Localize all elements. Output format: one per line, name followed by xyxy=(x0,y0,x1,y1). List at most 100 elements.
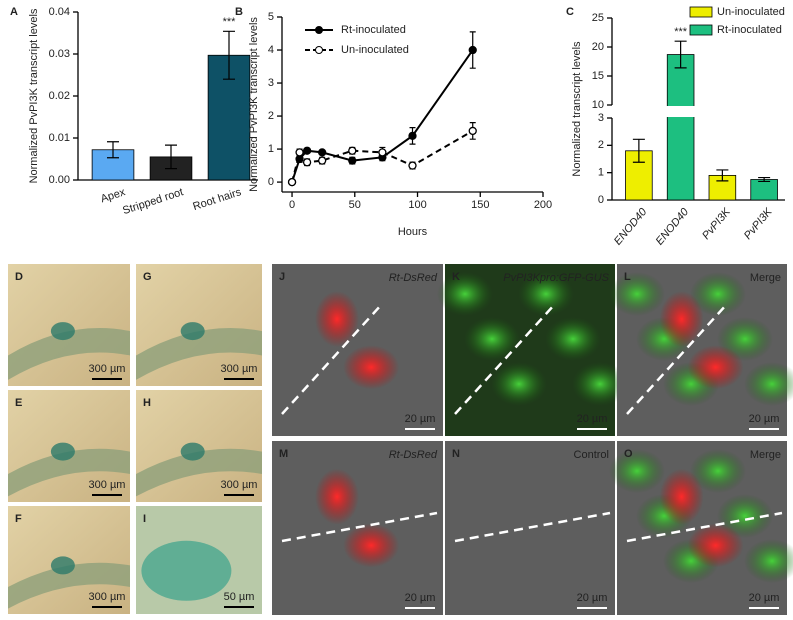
root-shape xyxy=(136,328,262,380)
image-panel: M Rt-DsRed 20 µm xyxy=(272,441,443,615)
scale-bar-label: 20 µm xyxy=(577,592,608,604)
y-axis-label: Normalized PvPI3K transcript levels xyxy=(248,17,260,192)
x-tick-label: ENOD40 xyxy=(612,205,650,247)
panel-caption: Rt-DsRed xyxy=(389,449,438,461)
y-tick-label: 0 xyxy=(598,194,604,206)
y-tick-label: 0.04 xyxy=(49,6,70,18)
marker xyxy=(378,148,387,157)
x-tick-label: 150 xyxy=(471,199,489,211)
gfp-signal xyxy=(491,362,547,406)
scale-bar-label: 20 µm xyxy=(749,592,780,604)
y-tick-label: 2 xyxy=(598,139,604,151)
image-panel: H 300 µm xyxy=(136,390,262,502)
marker xyxy=(408,161,417,170)
scale-bar-label: 20 µm xyxy=(405,413,436,425)
image-panel: E 300 µm xyxy=(8,390,130,502)
marker xyxy=(287,177,297,187)
y-axis-label: Normalized transcript levels xyxy=(571,41,583,177)
legend-marker xyxy=(315,46,323,54)
dashed-line xyxy=(626,511,783,543)
panel-label: C xyxy=(566,6,574,18)
scale-bar-label: 300 µm xyxy=(89,591,126,603)
image-panel: L Merge 20 µm xyxy=(609,264,793,436)
dsred-signal xyxy=(314,468,359,525)
y-tick-label: 1 xyxy=(268,143,274,155)
x-tick-label: Root hairs xyxy=(191,186,243,213)
panel-caption: Control xyxy=(574,449,609,461)
scale-bar-label: 300 µm xyxy=(89,479,126,491)
image-panel: J Rt-DsRed 20 µm xyxy=(272,264,443,436)
gus-stain xyxy=(180,322,205,341)
dsred-signal xyxy=(343,345,400,390)
panel-label: J xyxy=(279,271,285,283)
gus-stain xyxy=(50,322,75,341)
dashed-line xyxy=(281,511,438,543)
legend-swatch xyxy=(689,24,713,36)
marker xyxy=(348,146,357,155)
scale-bar-label: 300 µm xyxy=(221,363,258,375)
error-bar xyxy=(674,40,687,69)
panel-label: F xyxy=(15,513,22,525)
marker xyxy=(318,148,327,157)
error-bar xyxy=(469,31,476,69)
root-shape xyxy=(8,328,130,380)
gfp-signal xyxy=(690,449,746,493)
scale-bar-label: 50 µm xyxy=(224,591,255,603)
root-shape xyxy=(8,562,130,609)
x-tick-label: PvPI3K xyxy=(700,206,733,242)
gus-stain xyxy=(50,556,75,575)
panel-caption: Rt-DsRed xyxy=(389,272,438,284)
legend-label: Un-inoculated xyxy=(341,44,409,56)
x-tick-label: ENOD40 xyxy=(654,205,692,247)
error-bar xyxy=(107,141,119,159)
gus-stain xyxy=(141,540,232,601)
gfp-signal xyxy=(572,362,628,406)
panel-label: L xyxy=(624,271,631,283)
gfp-signal xyxy=(518,272,574,316)
dsred-signal xyxy=(314,291,359,348)
dashed-line xyxy=(454,511,611,543)
marker xyxy=(318,156,327,165)
bar xyxy=(708,174,737,201)
image-panel: G 300 µm xyxy=(136,264,262,386)
significance-mark: *** xyxy=(223,16,237,28)
y-tick-label: 0.03 xyxy=(49,48,70,60)
panel-label: I xyxy=(143,513,146,525)
x-tick-label: 50 xyxy=(349,199,361,211)
panel-caption: Merge xyxy=(750,449,781,461)
panel-label: G xyxy=(143,271,152,283)
y-tick-label: 4 xyxy=(268,44,274,56)
y-tick-label: 20 xyxy=(592,41,604,53)
image-panel: O Merge 20 µm xyxy=(609,441,793,615)
dsred-signal xyxy=(687,345,744,390)
x-tick-label: 0 xyxy=(289,199,295,211)
error-bar xyxy=(223,30,235,80)
error-bar xyxy=(632,138,645,163)
dsred-signal xyxy=(659,468,704,525)
y-tick-label: 15 xyxy=(592,70,604,82)
panel-label: K xyxy=(452,271,460,283)
panel-label: B xyxy=(235,6,243,18)
x-tick-label: Apex xyxy=(99,186,127,205)
x-tick-label: Stripped root xyxy=(121,186,185,217)
y-tick-label: 5 xyxy=(268,11,274,23)
axis-break-gap xyxy=(666,106,695,117)
image-panel: F 300 µm xyxy=(8,506,130,614)
legend-label: Rt-inoculated xyxy=(341,24,406,36)
dsred-signal xyxy=(687,523,744,568)
marker xyxy=(408,131,417,141)
gfp-signal xyxy=(690,272,746,316)
panel-label: D xyxy=(15,271,23,283)
y-tick-label: 10 xyxy=(592,99,604,111)
panel-label: A xyxy=(10,6,18,18)
root-shape xyxy=(8,448,130,497)
gfp-signal xyxy=(464,317,520,361)
y-tick-label: 0.02 xyxy=(49,90,70,102)
gfp-signal xyxy=(545,317,601,361)
error-bar xyxy=(165,144,177,170)
y-tick-label: 0 xyxy=(268,176,274,188)
panel-label: M xyxy=(279,448,288,460)
legend-label: Rt-inoculated xyxy=(717,24,782,36)
panel-caption: PvPI3Kpro:GFP-GUS xyxy=(503,272,609,284)
